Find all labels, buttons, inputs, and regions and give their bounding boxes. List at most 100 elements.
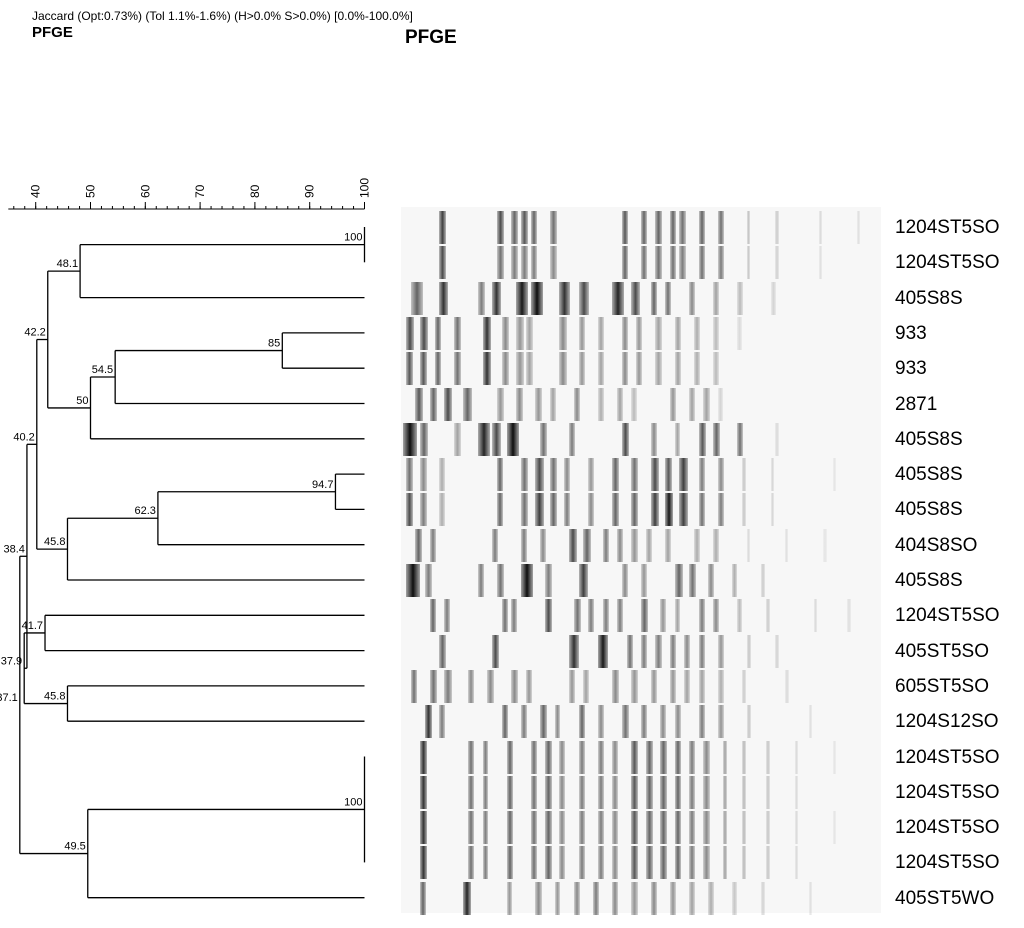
isolate-label: 2871 bbox=[895, 393, 938, 415]
gel-band bbox=[403, 422, 417, 456]
gel-band bbox=[588, 493, 595, 527]
gel-band bbox=[746, 246, 751, 280]
gel-band bbox=[857, 211, 861, 244]
gel-band bbox=[621, 564, 629, 597]
gel-band bbox=[669, 246, 677, 280]
gel-band bbox=[717, 211, 724, 244]
gel-band bbox=[453, 352, 461, 386]
gel-band bbox=[765, 775, 770, 809]
gel-lane bbox=[401, 811, 881, 845]
isolate-label: 933 bbox=[895, 322, 927, 344]
gel-band bbox=[823, 528, 827, 562]
gel-band bbox=[689, 387, 696, 421]
gel-band bbox=[525, 352, 533, 386]
gel-band bbox=[636, 352, 643, 386]
gel-band bbox=[516, 316, 524, 350]
gel-band bbox=[549, 211, 557, 244]
gel-band bbox=[741, 775, 747, 809]
gel-band bbox=[689, 564, 697, 597]
gel-band bbox=[698, 634, 705, 668]
gel-band bbox=[482, 846, 489, 880]
dendrogram-node-label: 62.3 bbox=[134, 505, 155, 517]
gel-band bbox=[626, 634, 634, 668]
gel-band bbox=[684, 634, 690, 668]
gel-band bbox=[641, 634, 648, 668]
gel-band bbox=[468, 669, 475, 703]
gel-band bbox=[564, 493, 571, 527]
dendrogram-node-label: 94.7 bbox=[312, 479, 333, 491]
gel-band bbox=[453, 316, 461, 350]
gel-band bbox=[429, 387, 438, 421]
gel-band bbox=[506, 740, 513, 774]
gel-lane bbox=[401, 211, 881, 244]
gel-band bbox=[708, 881, 714, 915]
gel-band bbox=[741, 458, 747, 492]
gel-band bbox=[847, 599, 851, 633]
gel-band bbox=[444, 387, 453, 421]
gel-band bbox=[621, 705, 629, 739]
scale-tick-label: 90 bbox=[303, 184, 317, 198]
dendrogram-node-label: 45.8 bbox=[44, 691, 65, 703]
gel-band bbox=[516, 281, 529, 315]
gel-band bbox=[650, 881, 657, 915]
gel-lane bbox=[401, 740, 881, 774]
gel-band bbox=[597, 846, 605, 880]
gel-band bbox=[703, 846, 710, 880]
gel-band bbox=[679, 211, 686, 244]
gel-band bbox=[641, 705, 648, 739]
gel-band bbox=[429, 599, 437, 633]
gel-band bbox=[665, 458, 673, 492]
gel-band bbox=[593, 881, 600, 915]
gel-band bbox=[621, 211, 628, 244]
gel-band bbox=[492, 281, 501, 315]
gel-band bbox=[713, 316, 719, 350]
gel-band bbox=[674, 846, 682, 880]
gel-band bbox=[809, 705, 813, 739]
gel-band bbox=[415, 387, 424, 421]
gel-band bbox=[597, 316, 604, 350]
gel-band bbox=[665, 281, 672, 315]
gel-band bbox=[597, 740, 605, 774]
gel-band bbox=[631, 775, 639, 809]
gel-band bbox=[535, 458, 544, 492]
gel-band bbox=[578, 281, 590, 315]
gel-band bbox=[612, 669, 619, 703]
gel-band bbox=[689, 281, 696, 315]
gel-band bbox=[405, 493, 413, 527]
gel-band bbox=[722, 775, 728, 809]
gel-band bbox=[497, 387, 505, 421]
gel-band bbox=[617, 387, 623, 421]
gel-band bbox=[501, 352, 510, 386]
gel-band bbox=[492, 634, 499, 668]
gel-band bbox=[545, 599, 553, 633]
gel-band bbox=[693, 528, 700, 562]
gel-band bbox=[549, 387, 557, 421]
gel-band bbox=[794, 846, 798, 880]
gel-band bbox=[717, 458, 724, 492]
gel-band bbox=[631, 528, 638, 562]
dendrogram-node-label: 41.7 bbox=[22, 620, 43, 632]
gel-band bbox=[655, 316, 662, 350]
dendrogram-node-label: 48.1 bbox=[57, 258, 78, 270]
gel-lane bbox=[401, 316, 881, 350]
gel-band bbox=[420, 316, 428, 350]
gel-band bbox=[770, 458, 775, 492]
isolate-label: 404S8SO bbox=[895, 534, 978, 556]
gel-band bbox=[669, 634, 677, 668]
gel-band bbox=[463, 387, 473, 421]
gel-band bbox=[559, 316, 567, 350]
gel-band bbox=[554, 705, 561, 739]
gel-lane bbox=[401, 352, 881, 386]
gel-band bbox=[540, 528, 546, 562]
gel-band bbox=[698, 493, 705, 527]
gel-band bbox=[732, 564, 737, 597]
gel-band bbox=[645, 740, 653, 774]
gel-band bbox=[434, 352, 442, 386]
gel-lane bbox=[401, 493, 881, 527]
gel-band bbox=[444, 669, 452, 703]
gel-band bbox=[761, 564, 766, 597]
gel-band bbox=[506, 881, 513, 915]
gel-band bbox=[703, 740, 710, 774]
gel-band bbox=[698, 599, 705, 633]
dendrogram-node-label: 100 bbox=[344, 232, 362, 244]
